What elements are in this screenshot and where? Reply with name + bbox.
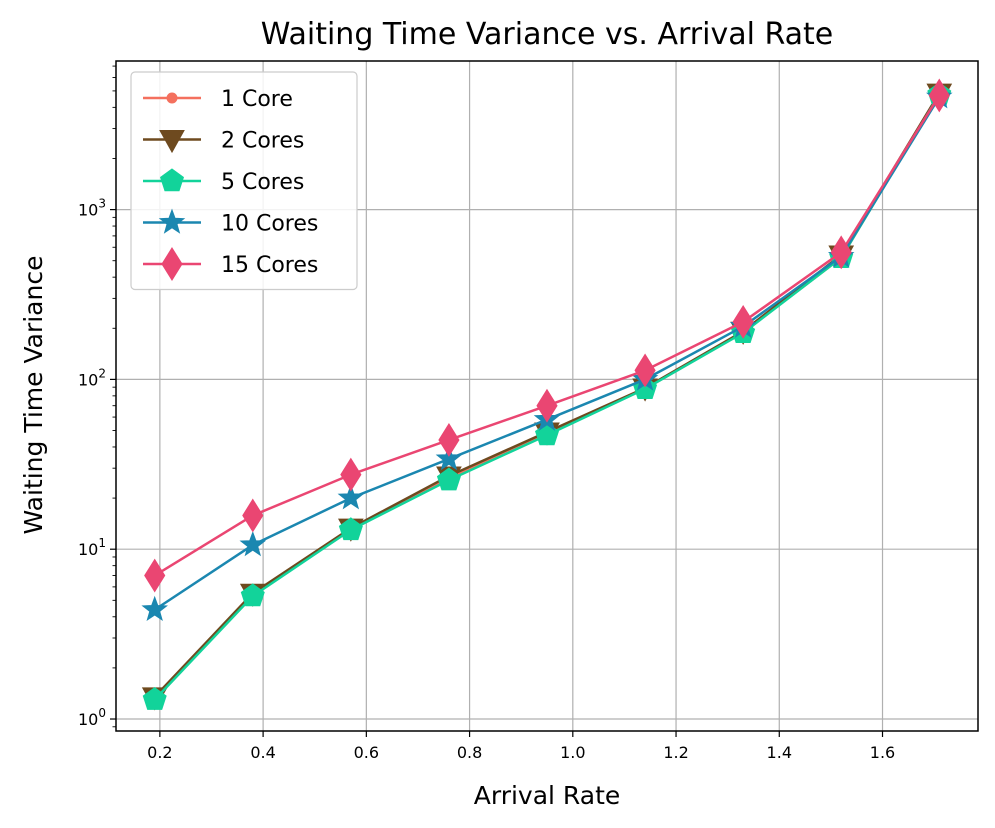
y-tick-label: 101 [78,536,106,559]
data-point [438,423,460,457]
y-tick-base: 10 [78,710,98,729]
data-point [141,595,168,622]
x-tick-label: 0.4 [250,743,275,762]
y-tick-base: 10 [78,201,98,220]
data-point [830,235,852,270]
data-point [732,304,754,339]
y-tick-label: 103 [78,197,106,220]
data-point [242,498,264,533]
legend-item: 2 Cores [143,129,304,154]
data-point [337,484,365,510]
x-tick-label: 0.8 [457,743,482,762]
legend-item: 1 Core [143,87,293,112]
data-point [435,445,463,471]
data-point [240,583,265,607]
data-point [340,457,362,492]
legend-label: 1 Core [221,87,293,112]
x-tick-label: 1.6 [870,743,895,762]
legend-box [130,71,358,291]
x-tick-label: 0.2 [147,743,172,762]
legend-marker [159,130,185,154]
y-tick-exponent: 2 [98,366,106,380]
chart-title: Waiting Time Variance vs. Arrival Rate [261,17,834,52]
legend-item: 10 Cores [143,208,318,237]
data-point [928,78,950,113]
data-point [338,517,363,541]
legend-label: 10 Cores [221,212,318,237]
y-tick-exponent: 3 [98,197,106,211]
legend-label: 15 Cores [221,253,318,278]
y-tick-base: 10 [78,540,98,559]
legend-marker [159,168,185,192]
legend-marker [158,208,186,234]
legend-marker [166,92,178,104]
legend-label: 2 Cores [221,129,304,154]
legend-label: 5 Cores [221,170,304,195]
y-tick-base: 10 [78,370,98,389]
x-tick-label: 1.2 [663,743,688,762]
y-tick-exponent: 0 [98,706,106,720]
legend-item: 5 Cores [143,168,304,195]
y-tick-label: 102 [78,366,106,389]
data-point [634,353,656,388]
x-tick-label: 1.0 [560,743,585,762]
y-tick-label: 100 [78,706,106,729]
data-point [239,530,267,557]
data-point [536,388,558,423]
series-15-cores [144,78,950,593]
legend-item: 15 Cores [143,247,318,281]
x-tick-label: 1.4 [767,743,792,762]
legend: 1 Core 2 Cores 5 Cores 10 Cores 15 Cores [130,71,358,291]
x-tick-label: 0.6 [354,743,379,762]
legend-marker [161,247,183,281]
x-axis-title: Arrival Rate [474,781,621,810]
data-point [142,687,167,710]
y-tick-exponent: 1 [98,536,106,550]
series-layer [141,78,953,711]
y-axis-title: Waiting Time Variance [19,256,48,535]
data-point [144,558,166,593]
data-point [436,467,461,491]
